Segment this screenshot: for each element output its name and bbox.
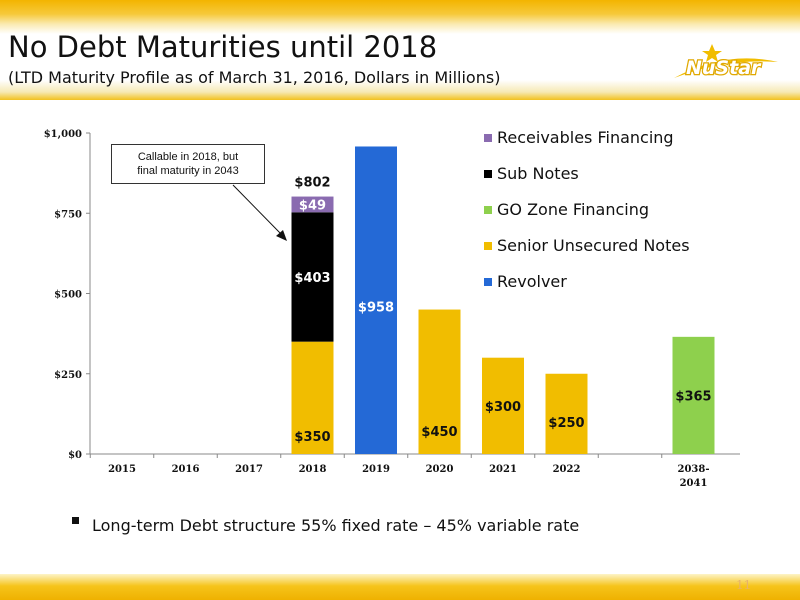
total-label: $802	[294, 176, 330, 191]
callout-box: Callable in 2018, but final maturity in …	[111, 144, 265, 184]
x-tick-label: 2021	[489, 464, 517, 475]
data-label: $49	[299, 198, 326, 213]
legend-label: Sub Notes	[497, 164, 579, 183]
data-label: $350	[294, 430, 330, 445]
x-tick-label: 2018	[299, 464, 327, 475]
callout-line-1: Callable in 2018, but	[137, 151, 239, 163]
x-tick-label: 2016	[172, 464, 200, 475]
y-tick-label: $1,000	[44, 129, 82, 140]
legend-swatch	[484, 242, 492, 250]
bullet-marker	[72, 517, 79, 524]
data-label: $450	[421, 425, 457, 440]
logo-swoosh	[674, 58, 778, 78]
page-subtitle: (LTD Maturity Profile as of March 31, 20…	[8, 68, 501, 87]
data-label: $403	[294, 271, 330, 286]
legend-label: Senior Unsecured Notes	[497, 236, 690, 255]
callout-line-2: final maturity in 2043	[137, 165, 239, 177]
page-title: No Debt Maturities until 2018	[8, 30, 438, 64]
y-tick-label: $750	[54, 209, 82, 220]
legend-label: Receivables Financing	[497, 128, 674, 147]
bar-receivables-financing	[291, 196, 334, 213]
legend-swatch	[484, 134, 492, 142]
page-number: 11	[736, 578, 752, 592]
bar-senior-unsecured-notes	[418, 309, 461, 454]
x-tick-label: 2017	[235, 464, 263, 475]
bar-senior-unsecured-notes	[545, 373, 588, 454]
bar-go-zone-financing	[672, 336, 715, 454]
bar-sub-notes	[291, 212, 334, 342]
bar-revolver	[355, 146, 397, 454]
legend-swatch	[484, 278, 492, 286]
y-tick-label: $250	[54, 370, 82, 381]
y-tick-label: $0	[68, 450, 82, 461]
footer-band	[0, 574, 800, 600]
x-tick-label: 2038-	[678, 464, 710, 475]
nustar-logo: NuStar	[674, 44, 778, 80]
data-label: $300	[485, 400, 521, 415]
bar-senior-unsecured-notes	[482, 357, 524, 454]
logo-text: NuStar	[686, 57, 762, 79]
bar-senior-unsecured-notes	[291, 341, 334, 454]
legend-swatch	[484, 170, 492, 178]
data-label: $250	[548, 416, 584, 431]
data-label: $365	[675, 389, 711, 404]
x-tick-label: 2019	[362, 464, 390, 475]
callout-arrow	[232, 184, 284, 237]
legend-label: Revolver	[497, 272, 567, 291]
y-tick-label: $500	[54, 290, 82, 301]
x-tick-label: 2022	[553, 464, 581, 475]
legend-label: GO Zone Financing	[497, 200, 650, 219]
header-band	[0, 0, 800, 100]
legend-swatch	[484, 206, 492, 214]
data-label: $958	[358, 300, 394, 315]
callout-arrowhead	[276, 230, 287, 241]
bullet-text: Long-term Debt structure 55% fixed rate …	[92, 516, 580, 535]
star-icon	[702, 44, 722, 62]
x-tick-label: 2015	[108, 464, 136, 475]
x-tick-label: 2020	[426, 464, 454, 475]
x-tick-label: 2041	[680, 478, 708, 489]
